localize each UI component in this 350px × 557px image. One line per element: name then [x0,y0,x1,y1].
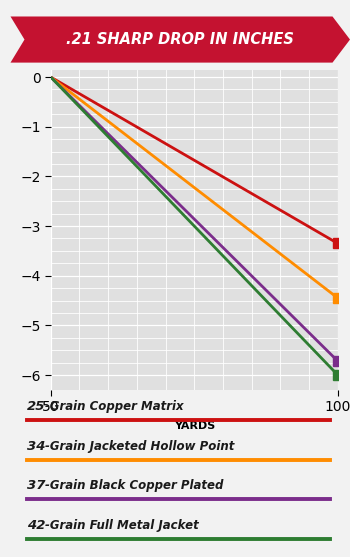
Text: -Grain Jacketed Hollow Point: -Grain Jacketed Hollow Point [45,440,234,453]
Text: .21 SHARP DROP IN INCHES: .21 SHARP DROP IN INCHES [66,32,294,47]
Text: 25: 25 [27,400,46,413]
Text: -Grain Copper Matrix: -Grain Copper Matrix [45,400,183,413]
Polygon shape [10,17,350,62]
Text: 37: 37 [27,480,46,492]
Text: -Grain Full Metal Jacket: -Grain Full Metal Jacket [45,519,198,532]
Text: -Grain Black Copper Plated: -Grain Black Copper Plated [45,480,223,492]
Text: 34: 34 [27,440,46,453]
Text: 42: 42 [27,519,46,532]
X-axis label: YARDS: YARDS [174,421,215,431]
